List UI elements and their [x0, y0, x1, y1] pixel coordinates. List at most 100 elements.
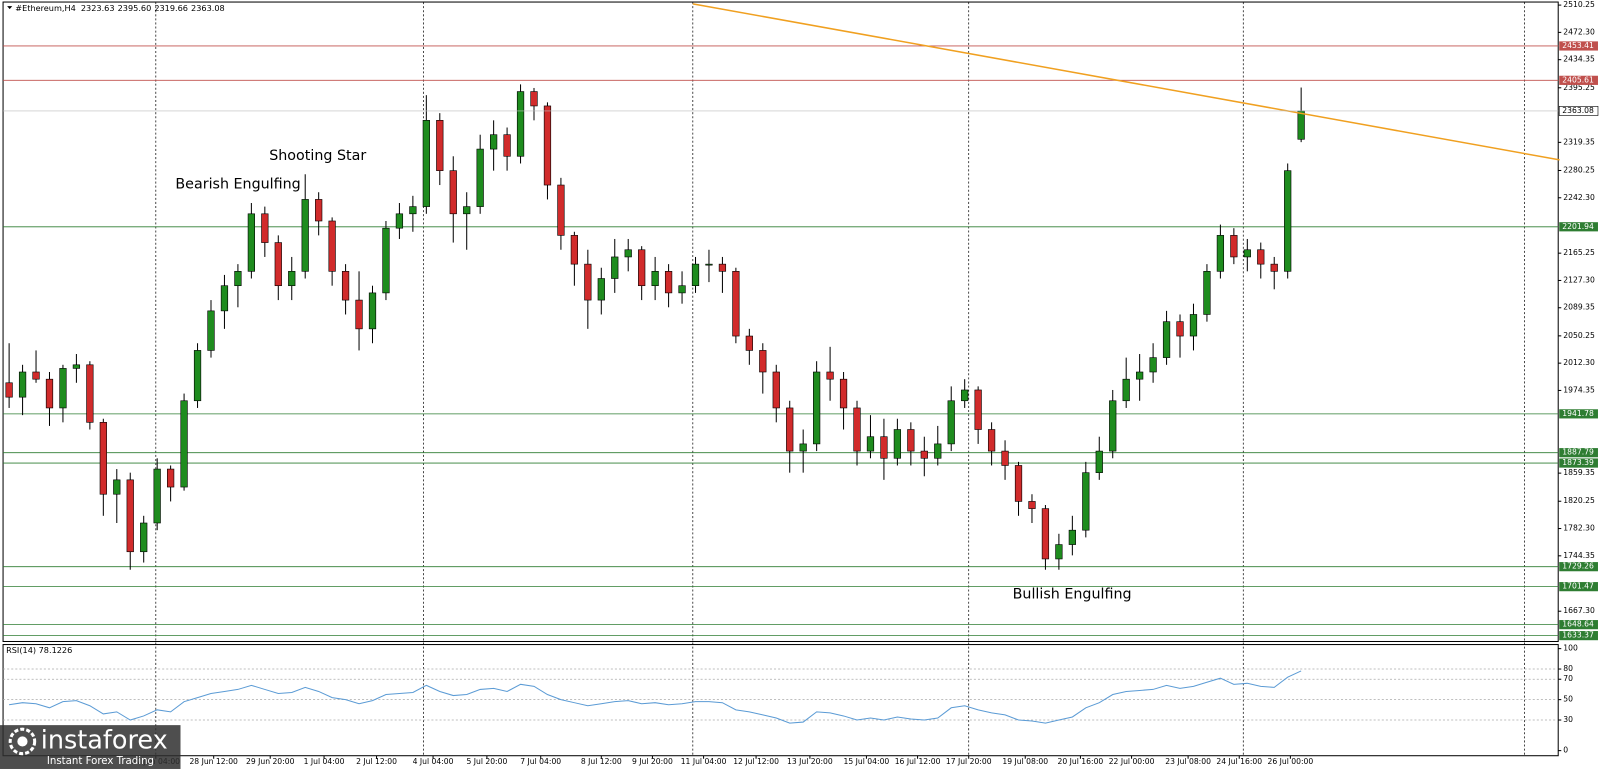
annotation: Bearish Engulfing: [175, 177, 300, 193]
y-tick-label: 1782.30: [1563, 524, 1595, 533]
candle-body: [516, 91, 525, 157]
y-tick-label: 30: [1563, 715, 1573, 724]
menu-arrow[interactable]: [7, 6, 13, 10]
level-tag: [1559, 41, 1598, 51]
candle-body: [1095, 450, 1103, 473]
level-label: 1648.64: [1562, 620, 1594, 629]
candle-body: [1284, 170, 1292, 272]
candle-body: [1109, 400, 1117, 452]
candle-body: [126, 479, 134, 553]
y-tick-label: 2127.30: [1563, 275, 1595, 284]
candle-body: [1055, 544, 1063, 560]
candle-body: [301, 199, 309, 272]
close: 2363.08: [191, 3, 225, 13]
candle-body: [328, 220, 336, 272]
last-price-label: 2363.08: [1562, 106, 1594, 115]
candle-body: [32, 371, 40, 380]
candle-body: [220, 285, 229, 312]
candle-body: [355, 299, 363, 330]
x-tick-label: 22 Jul 00:00: [1109, 757, 1155, 766]
level-tag: [1559, 75, 1598, 85]
candle-body: [557, 184, 565, 236]
candle-body: [745, 335, 753, 351]
candle-body: [234, 271, 242, 287]
trendline: [692, 3, 1560, 161]
logo-icon: [8, 727, 37, 756]
x-tick-label: 4 Jul 04:00: [413, 757, 454, 766]
y-tick-label: 2434.35: [1563, 55, 1595, 64]
candle-body: [1136, 371, 1144, 380]
y-tick-label: 1667.30: [1563, 606, 1595, 615]
y-tick-label: 1820.25: [1563, 496, 1595, 505]
x-tick-label: 29 Jun 20:00: [246, 757, 295, 766]
candle-body: [772, 371, 780, 409]
y-tick-label: 2280.25: [1563, 165, 1595, 174]
candle-body: [759, 350, 767, 373]
annotation: Bullish Engulfing: [1013, 587, 1132, 603]
high: 2395.60: [118, 3, 152, 13]
candle-body: [1270, 263, 1278, 272]
level-label: 1873.39: [1562, 458, 1594, 467]
logo-background: [0, 725, 181, 769]
candle-body: [853, 407, 861, 452]
candle-body: [597, 278, 605, 301]
level-label: 1729.26: [1562, 562, 1594, 571]
candle-body: [449, 170, 457, 215]
candle-body: [920, 450, 928, 459]
candle-body: [826, 371, 834, 380]
candle-body: [786, 407, 794, 452]
candle-body: [1297, 110, 1305, 140]
candle-body: [678, 285, 686, 294]
y-tick-label: 1859.35: [1563, 468, 1595, 477]
candle-body: [1001, 450, 1009, 466]
x-tick-label: 2 Jul 12:00: [356, 757, 397, 766]
candle-body: [1122, 378, 1130, 402]
y-tick-label: 1974.35: [1563, 385, 1595, 394]
level-tag: [1559, 448, 1598, 458]
y-tick-label: 2395.25: [1563, 83, 1595, 92]
candle-body: [247, 213, 255, 272]
y-tick-label: 50: [1563, 695, 1573, 704]
y-tick-label: 2165.25: [1563, 248, 1595, 257]
candle-body: [947, 400, 955, 445]
candle-body: [1243, 249, 1251, 258]
level-tag: [1559, 409, 1598, 419]
candle-body: [1068, 529, 1076, 545]
x-tick-label: 11 Jul 04:00: [681, 757, 727, 766]
candle-body: [1176, 321, 1184, 337]
symbol: #Ethereum,H4: [15, 3, 75, 13]
candle-body: [274, 242, 282, 287]
candle-body: [907, 429, 915, 452]
candle-body: [1257, 249, 1265, 265]
x-tick-label: 20 Jul 16:00: [1058, 757, 1104, 766]
y-tick-label: 80: [1563, 664, 1573, 673]
logo: instaforex Instant Forex Trading: [0, 725, 181, 769]
x-tick-label: 16 Jul 12:00: [895, 757, 941, 766]
level-label: 1701.47: [1562, 582, 1594, 591]
candle-body: [463, 206, 471, 215]
candle-body: [1216, 235, 1225, 272]
level-label: 1941.78: [1562, 409, 1594, 418]
candle-body: [113, 479, 121, 495]
candle-body: [691, 263, 700, 287]
y-tick-label: 70: [1563, 674, 1573, 683]
level-tag: [1559, 222, 1598, 232]
y-tick-label: 2472.30: [1563, 27, 1595, 36]
candle-body: [974, 389, 982, 430]
annotation: Shooting Star: [269, 148, 366, 164]
candle-body: [584, 263, 592, 301]
candle-body: [866, 436, 875, 452]
level-tag: [1559, 562, 1598, 572]
y-tick-label: 0: [1563, 746, 1568, 755]
x-tick-label: 17 Jul 20:00: [946, 757, 992, 766]
candle-body: [611, 256, 619, 279]
x-tick-label: 13 Jul 20:00: [787, 757, 833, 766]
x-tick-label: 19 Jul 08:00: [1002, 757, 1048, 766]
x-tick-label: 28 Jun 12:00: [189, 757, 238, 766]
level-label: 1633.37: [1562, 631, 1594, 640]
level-tag: [1559, 631, 1598, 641]
candle-body: [638, 249, 646, 287]
x-tick-label: 15 Jul 04:00: [844, 757, 890, 766]
header: #Ethereum,H4 2323.63 2395.60 2319.66 2363.08: [15, 3, 224, 13]
candle-body: [705, 263, 713, 266]
